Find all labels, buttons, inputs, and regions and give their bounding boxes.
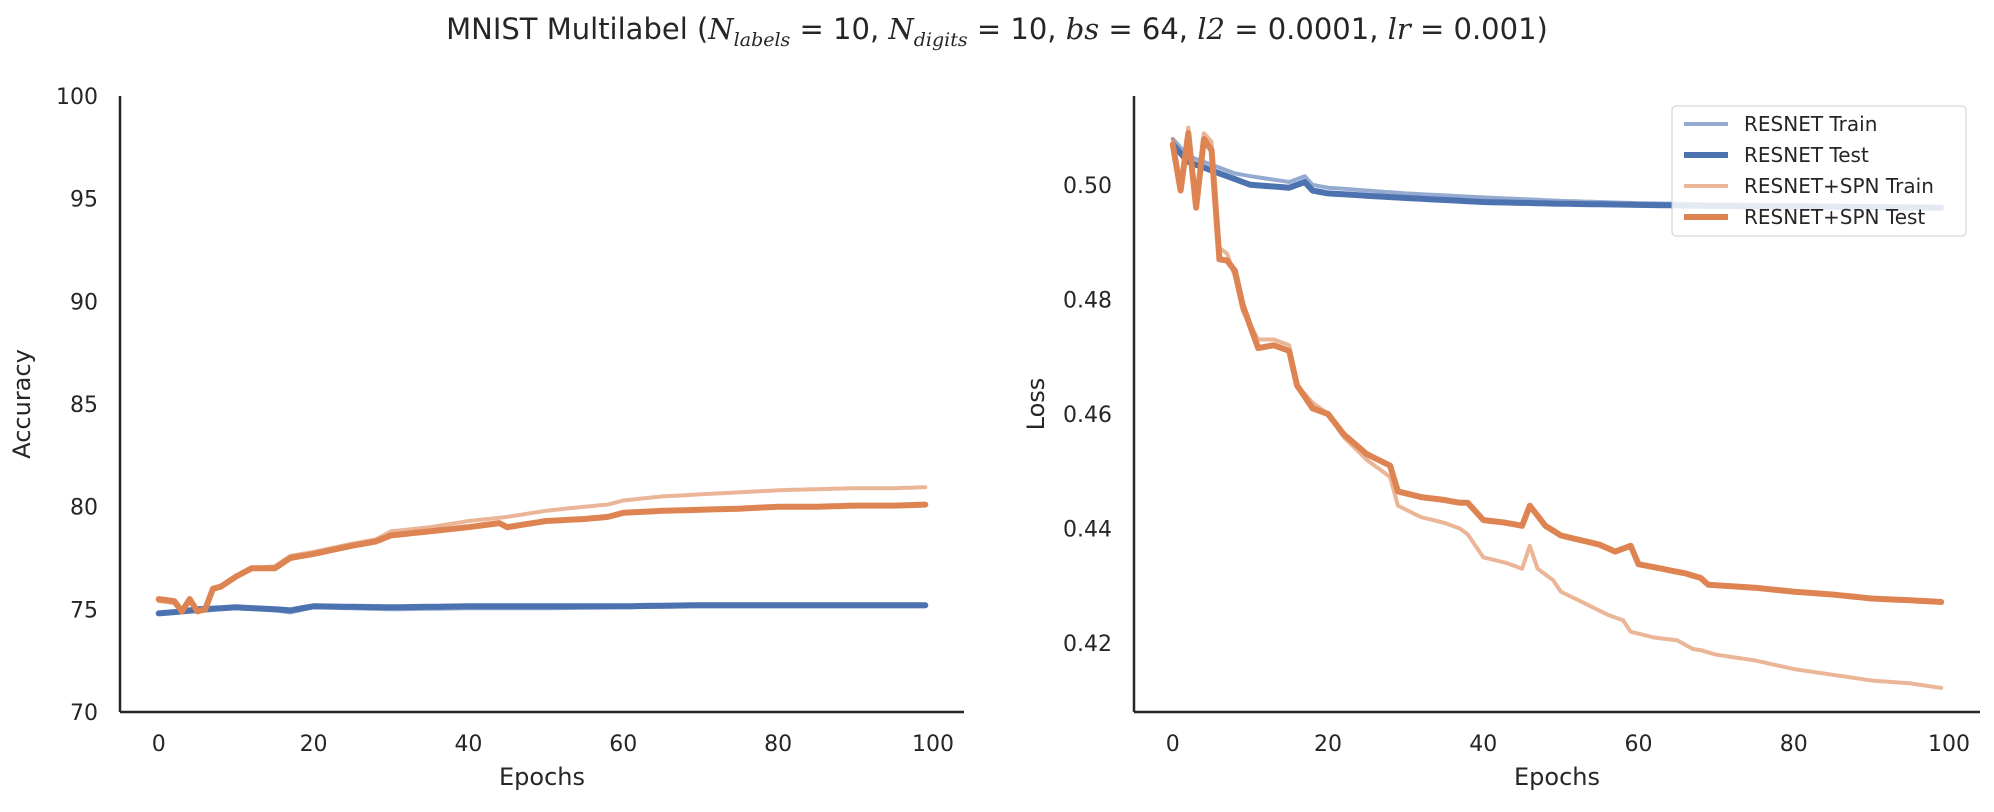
y-tick-label: 70 [70, 701, 98, 726]
legend-label: RESNET Test [1744, 143, 1869, 167]
legend-label: RESNET+SPN Train [1744, 174, 1934, 198]
y-axis-label: Loss [1022, 378, 1050, 431]
legend-frame [1671, 105, 1967, 237]
title-suffix: ) [1536, 12, 1548, 46]
x-tick-label: 60 [1624, 732, 1652, 757]
title-prefix: MNIST Multilabel ( [446, 12, 709, 46]
y-tick-label: 95 [70, 188, 98, 213]
series-line [155, 602, 929, 617]
title-param: l2 = 0.0001, [1197, 12, 1388, 46]
y-axis-label: Accuracy [8, 349, 36, 459]
y-tick-label: 90 [70, 290, 98, 315]
y-tick-label: 0.46 [1063, 403, 1112, 428]
x-tick-label: 20 [1314, 732, 1342, 757]
x-tick-label: 40 [1469, 732, 1497, 757]
x-axis-label: Epochs [499, 763, 585, 791]
title-param: Nlabels = 10, [708, 12, 889, 51]
title-param: bs = 64, [1065, 12, 1198, 46]
x-axis-label: Epochs [1514, 763, 1600, 791]
y-tick-label: 85 [70, 393, 98, 418]
x-tick-label: 80 [1780, 732, 1808, 757]
series-line [155, 501, 929, 615]
legend-label: RESNET+SPN Test [1744, 205, 1925, 229]
y-tick-label: 0.44 [1063, 518, 1112, 543]
title-param: Ndigits = 10, [888, 12, 1066, 51]
figure-title: MNIST Multilabel (Nlabels = 10, Ndigits … [0, 12, 1994, 51]
y-tick-label: 0.48 [1063, 288, 1112, 313]
x-tick-label: 80 [764, 732, 792, 757]
x-tick-label: 20 [300, 732, 328, 757]
series-line [1169, 130, 1945, 605]
y-tick-label: 100 [56, 85, 98, 110]
y-tick-label: 80 [70, 496, 98, 521]
x-tick-label: 60 [609, 732, 637, 757]
legend-label: RESNET Train [1744, 112, 1877, 136]
legend: RESNET Train RESNET Test RESNET+SPN Train R… [1671, 105, 1967, 237]
x-tick-label: 0 [1166, 732, 1180, 757]
x-tick-label: 0 [152, 732, 166, 757]
loss-chart: 0 20 40 60 80 100 0.42 0.44 0.46 0.48 0.50 Epochs Lo… [1022, 96, 1980, 791]
y-tick-label: 0.42 [1063, 632, 1112, 657]
y-tick-label: 0.50 [1063, 174, 1112, 199]
x-tick-label: 100 [912, 732, 954, 757]
x-tick-label: 40 [454, 732, 482, 757]
x-tick-label: 100 [1928, 732, 1970, 757]
y-tick-label: 75 [70, 598, 98, 623]
accuracy-chart: 0 20 40 60 80 100 70 75 80 85 90 95 100 Epochs Accurac… [8, 85, 964, 791]
title-param: lr = 0.001 [1387, 12, 1537, 46]
